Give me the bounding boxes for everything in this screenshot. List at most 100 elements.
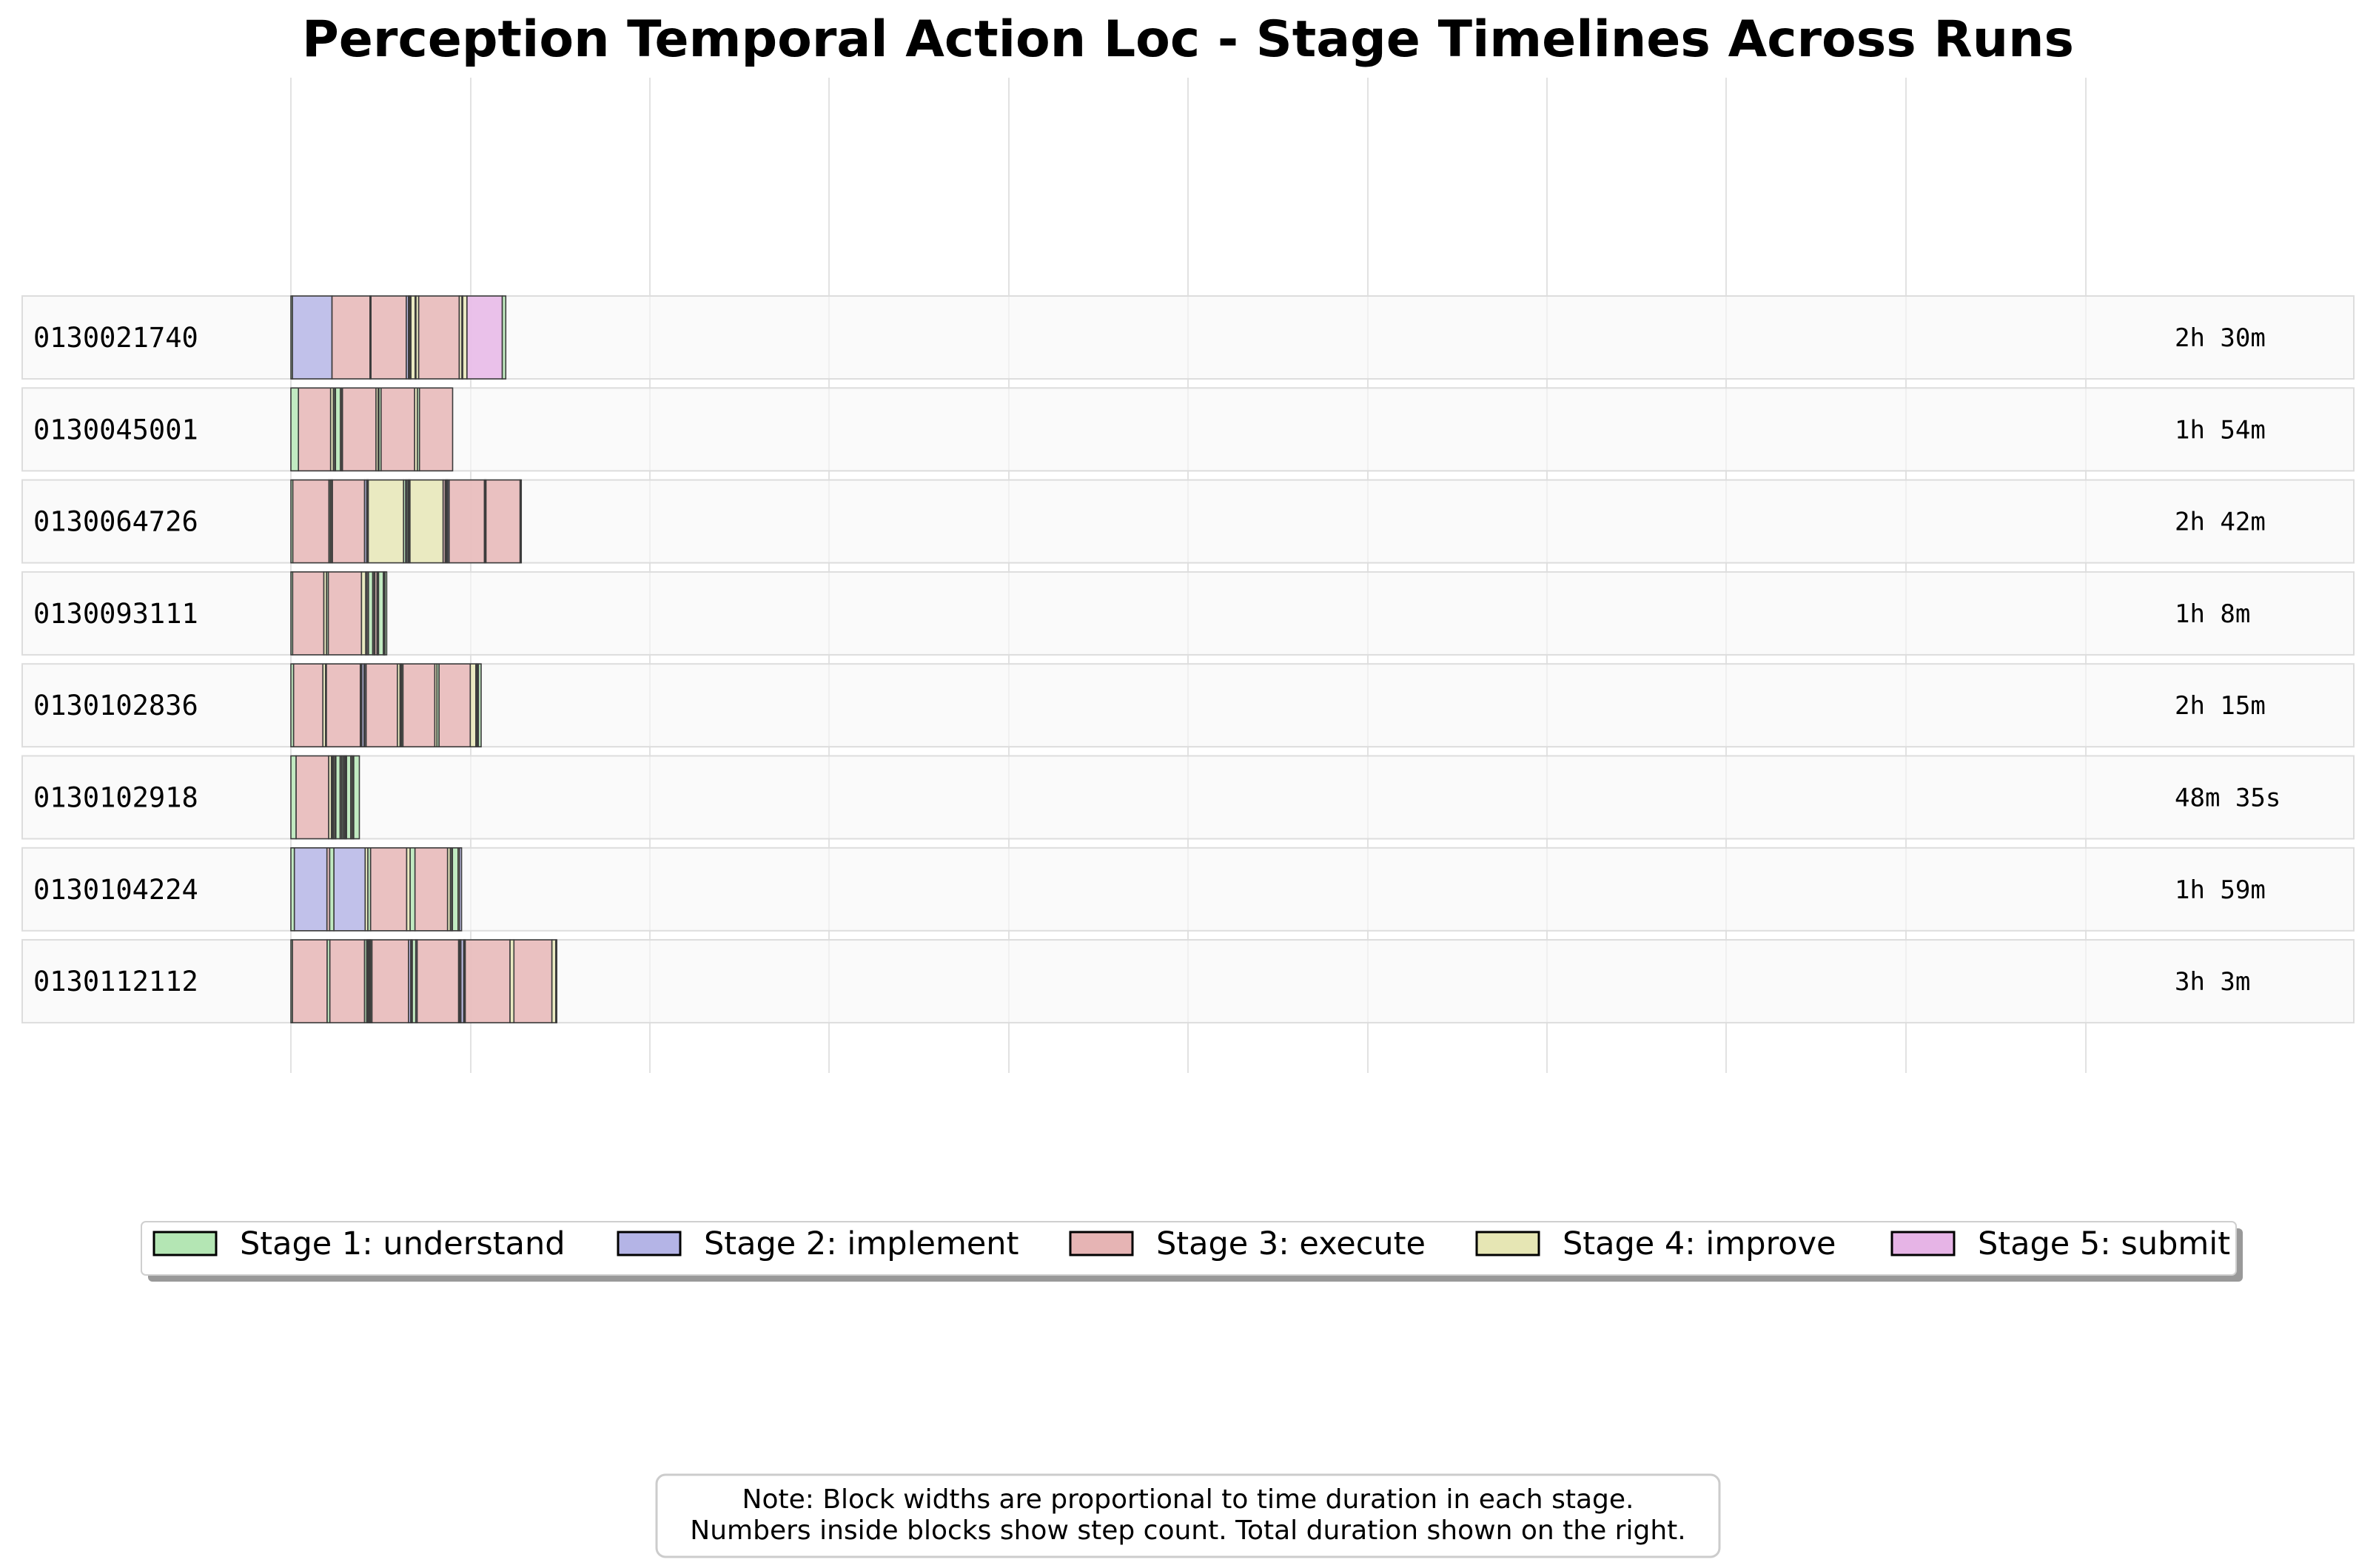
legend-item: Stage 5: submit xyxy=(1890,1225,2230,1262)
run-id-label: 0130112112 xyxy=(33,966,198,997)
stage-block xyxy=(329,847,335,932)
stage-block xyxy=(293,847,328,932)
run-id-label: 0130104224 xyxy=(33,874,198,906)
run-row: 0130102918 48m 35s xyxy=(21,755,2355,840)
stage-block xyxy=(331,295,371,380)
chart-title: Perception Temporal Action Loc - Stage T… xyxy=(302,10,2074,69)
stage-block xyxy=(346,755,352,840)
stage-block xyxy=(335,755,341,840)
stage-block xyxy=(370,295,407,380)
legend-label: Stage 5: submit xyxy=(1978,1225,2230,1262)
stage-block xyxy=(384,571,388,656)
stage-block xyxy=(365,663,398,748)
stage-block xyxy=(485,479,521,564)
run-row: 0130045001 1h 54m xyxy=(21,387,2355,472)
stage-block xyxy=(469,663,477,748)
run-duration-label: 48m 35s xyxy=(2175,784,2281,813)
run-row: 0130102836 2h 15m xyxy=(21,663,2355,748)
row-background xyxy=(21,755,2355,840)
run-row: 0130104224 1h 59m xyxy=(21,847,2355,932)
stage-block xyxy=(327,571,363,656)
stage-block xyxy=(464,939,511,1023)
stage-block xyxy=(466,295,503,380)
legend: Stage 1: understand Stage 2: implement Sta… xyxy=(141,1221,2243,1282)
legend-item: Stage 4: improve xyxy=(1475,1225,1836,1262)
note-line-2: Numbers inside blocks show step count. T… xyxy=(690,1515,1685,1546)
run-duration-label: 1h 54m xyxy=(2175,415,2266,445)
run-id-label: 0130021740 xyxy=(33,322,198,354)
run-id-label: 0130045001 xyxy=(33,414,198,445)
run-id-label: 0130102836 xyxy=(33,690,198,721)
note-line-1: Note: Block widths are proportional to t… xyxy=(742,1484,1634,1515)
stage-block xyxy=(369,847,408,932)
stage-block xyxy=(414,847,449,932)
legend-item: Stage 3: execute xyxy=(1069,1225,1426,1262)
stage-block xyxy=(292,571,325,656)
run-id-label: 0130064726 xyxy=(33,506,198,538)
stage-block xyxy=(438,663,471,748)
legend-label: Stage 2: implement xyxy=(704,1225,1018,1262)
run-duration-label: 1h 59m xyxy=(2175,875,2266,905)
stage-block xyxy=(371,939,409,1023)
stage-block xyxy=(462,295,468,380)
legend-swatch xyxy=(617,1231,682,1256)
note-box-frame xyxy=(655,1473,1721,1558)
legend-label: Stage 4: improve xyxy=(1563,1225,1836,1262)
run-duration-label: 1h 8m xyxy=(2175,599,2250,629)
run-row: 0130021740 2h 30m xyxy=(21,295,2355,380)
stage-block xyxy=(409,847,416,932)
stage-block xyxy=(416,939,460,1023)
run-duration-label: 3h 3m xyxy=(2175,967,2250,997)
stage-block xyxy=(329,939,366,1023)
stage-block xyxy=(326,663,361,748)
run-duration-label: 2h 15m xyxy=(2175,691,2266,721)
stage-block xyxy=(380,387,415,472)
row-background xyxy=(21,571,2355,656)
stage-block xyxy=(501,295,507,380)
stage-block xyxy=(290,387,300,472)
stage-block xyxy=(452,847,459,932)
stage-block xyxy=(353,755,360,840)
run-row: 0130093111 1h 8m xyxy=(21,571,2355,656)
stage-block xyxy=(448,479,486,564)
stage-block xyxy=(367,479,405,564)
stage-block xyxy=(292,295,333,380)
run-row: 0130112112 3h 3m xyxy=(21,939,2355,1024)
note-box: Note: Block widths are proportional to t… xyxy=(655,1473,1721,1558)
stage-block xyxy=(335,387,341,472)
run-duration-label: 2h 30m xyxy=(2175,323,2266,353)
stage-block xyxy=(367,571,374,656)
run-id-label: 0130093111 xyxy=(33,598,198,630)
run-rows: 0130021740 2h 30m 0130045001 1h 54m 01300647… xyxy=(21,295,2355,1024)
stage-block xyxy=(555,939,558,1023)
run-id-label: 0130102918 xyxy=(33,782,198,814)
run-row: 0130064726 2h 42m xyxy=(21,479,2355,564)
stage-block xyxy=(513,939,553,1023)
stage-block xyxy=(298,387,332,472)
stage-block xyxy=(458,847,463,932)
stage-block xyxy=(292,479,330,564)
stage-block xyxy=(290,755,297,840)
stage-block xyxy=(402,663,436,748)
stage-block xyxy=(332,479,366,564)
stage-block xyxy=(292,663,324,748)
stage-block xyxy=(519,479,523,564)
stage-block xyxy=(418,387,454,472)
stage-block xyxy=(410,295,416,380)
legend-swatch xyxy=(1890,1231,1956,1256)
legend-swatch xyxy=(1475,1231,1540,1256)
legend-item: Stage 2: implement xyxy=(617,1225,1018,1262)
legend-label: Stage 1: understand xyxy=(240,1225,566,1262)
stage-block xyxy=(417,295,460,380)
legend-swatch xyxy=(1069,1231,1134,1256)
stage-block xyxy=(341,387,377,472)
stage-block xyxy=(377,571,384,656)
legend-label: Stage 3: execute xyxy=(1156,1225,1426,1262)
stage-block xyxy=(409,479,444,564)
stage-block xyxy=(292,939,328,1023)
stage-block xyxy=(295,755,329,840)
stage-block xyxy=(333,847,366,932)
stage-block xyxy=(477,663,482,748)
run-duration-label: 2h 42m xyxy=(2175,508,2266,537)
